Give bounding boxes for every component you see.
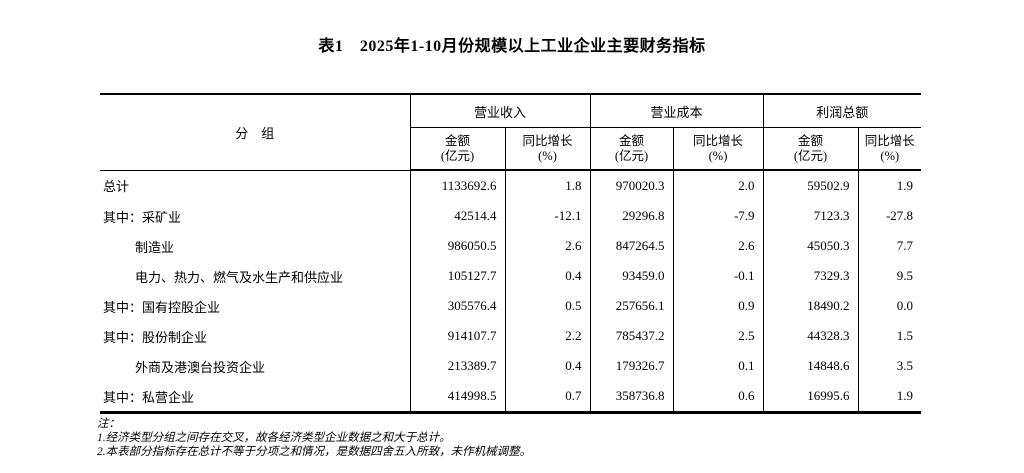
cell-revenue-growth: 0.5 <box>505 291 591 321</box>
table-header: 分 组 营业收入 营业成本 利润总额 金额 (亿元) 同比增长 (%) 金 <box>100 94 922 171</box>
cell-cost-amount: 179326.7 <box>590 351 674 381</box>
subheader-profit-amount: 金额 (亿元) <box>763 127 859 171</box>
subheader-line: 同比增长 <box>693 133 744 148</box>
subheader-line: (%) <box>708 148 728 163</box>
subheader-line: 金额 <box>798 133 824 148</box>
cell-cost-amount: 257656.1 <box>590 291 674 321</box>
cell-profit-amount: 14848.6 <box>763 351 859 381</box>
cell-profit-growth: 1.9 <box>896 178 914 193</box>
subheader-line: (亿元) <box>440 148 475 163</box>
cell-cost-amount: 970020.3 <box>590 170 674 201</box>
row-label: 其中：私营企业 <box>100 381 411 413</box>
financial-indicators-table: 分 组 营业收入 营业成本 利润总额 金额 (亿元) 同比增长 (%) 金 <box>100 93 922 414</box>
row-label: 其中：国有控股企业 <box>100 291 411 321</box>
table-row: 电力、热力、燃气及水生产和供应业 105127.7 0.4 93459.0 -0… <box>100 261 921 291</box>
row-label: 电力、热力、燃气及水生产和供应业 <box>100 261 411 291</box>
cell-profit-growth: 7.7 <box>896 238 914 253</box>
cell-cost-growth: 2.0 <box>673 170 764 201</box>
cell-revenue-growth: 2.2 <box>505 321 591 351</box>
cell-profit-amount: 59502.9 <box>763 170 859 201</box>
row-label: 其中：采矿业 <box>100 201 411 231</box>
group-header-revenue: 营业收入 <box>410 94 591 128</box>
cell-revenue-amount: 986050.5 <box>410 231 506 261</box>
group-header-profit: 利润总额 <box>763 94 922 128</box>
subheader-line: 同比增长 <box>522 133 573 148</box>
cell-cost-growth: 0.9 <box>673 291 764 321</box>
cell-profit-amount: 18490.2 <box>763 291 859 321</box>
header-sub-row: 金额 (亿元) 同比增长 (%) 金额 (亿元) 同比增长 (%) <box>100 127 922 171</box>
cell-profit-growth: 1.9 <box>896 388 914 403</box>
row-label: 制造业 <box>100 231 411 261</box>
subheader-cost-growth: 同比增长 (%) <box>673 127 764 171</box>
cell-revenue-amount: 42514.4 <box>410 201 506 231</box>
cell-profit-amount: 7329.3 <box>763 261 859 291</box>
cell-cost-amount: 785437.2 <box>590 321 674 351</box>
cell-revenue-growth: 1.8 <box>505 170 591 201</box>
note-item: 2.本表部分指标存在总计不等于分项之和情况，是数据四舍五入所致，未作机械调整。 <box>97 446 532 458</box>
subheader-revenue-amount: 金额 (亿元) <box>410 127 506 171</box>
cell-revenue-growth: -12.1 <box>505 201 591 231</box>
cell-revenue-growth: 0.4 <box>505 261 591 291</box>
table-row: 其中：采矿业 42514.4 -12.1 29296.8 -7.9 7123.3… <box>100 201 921 231</box>
cell-profit-amount: 16995.6 <box>763 381 859 413</box>
table-row: 其中：股份制企业 914107.7 2.2 785437.2 2.5 44328… <box>100 321 921 351</box>
cell-profit-growth: 1.5 <box>896 328 914 343</box>
cell-profit-growth: 9.5 <box>896 268 914 283</box>
stub-header: 分 组 <box>100 94 411 171</box>
cell-profit-amount: 7123.3 <box>763 201 859 231</box>
page-title: 表1 2025年1-10月份规模以上工业企业主要财务指标 <box>318 38 706 55</box>
table-body: 总计 1133692.6 1.8 970020.3 2.0 59502.9 1.… <box>100 170 921 413</box>
table-notes: 注： 1.经济类型分组之间存在交叉，故各经济类型企业数据之和大于总计。 2.本表… <box>97 417 1024 459</box>
cell-profit-amount: 44328.3 <box>763 321 859 351</box>
table-row: 外商及港澳台投资企业 213389.7 0.4 179326.7 0.1 148… <box>100 351 921 381</box>
cell-profit-amount: 45050.3 <box>763 231 859 261</box>
cell-revenue-growth: 0.7 <box>505 381 591 413</box>
cell-cost-growth: 0.1 <box>673 351 764 381</box>
row-label: 其中：股份制企业 <box>100 321 411 351</box>
cell-cost-growth: -7.9 <box>673 201 764 231</box>
subheader-line: (亿元) <box>793 148 828 163</box>
table-row: 其中：私营企业 414998.5 0.7 358736.8 0.6 16995.… <box>100 381 921 413</box>
cell-cost-growth: 0.6 <box>673 381 764 413</box>
subheader-cost-amount: 金额 (亿元) <box>590 127 674 171</box>
notes-label: 注： <box>97 418 120 430</box>
cell-revenue-amount: 914107.7 <box>410 321 506 351</box>
table-row: 总计 1133692.6 1.8 970020.3 2.0 59502.9 1.… <box>100 170 921 201</box>
cell-profit-growth: -27.8 <box>885 208 914 223</box>
row-label: 外商及港澳台投资企业 <box>100 351 411 381</box>
subheader-profit-growth: 同比增长 (%) <box>858 127 922 171</box>
cell-revenue-amount: 1133692.6 <box>410 170 506 201</box>
cell-cost-growth: -0.1 <box>673 261 764 291</box>
cell-cost-amount: 358736.8 <box>590 381 674 413</box>
group-header-cost: 营业成本 <box>590 94 764 128</box>
cell-profit-growth: 0.0 <box>896 298 914 313</box>
cell-cost-growth: 2.6 <box>673 231 764 261</box>
subheader-line: (亿元) <box>614 148 649 163</box>
cell-cost-amount: 93459.0 <box>590 261 674 291</box>
subheader-line: (%) <box>880 148 900 163</box>
note-item: 1.经济类型分组之间存在交叉，故各经济类型企业数据之和大于总计。 <box>97 432 451 444</box>
cell-revenue-growth: 2.6 <box>505 231 591 261</box>
subheader-line: (%) <box>538 148 557 163</box>
subheader-line: 金额 <box>619 133 645 148</box>
cell-revenue-amount: 105127.7 <box>410 261 506 291</box>
cell-cost-amount: 29296.8 <box>590 201 674 231</box>
subheader-line: 金额 <box>444 133 470 148</box>
subheader-revenue-growth: 同比增长 (%) <box>505 127 591 171</box>
financial-indicators-table-wrap: 分 组 营业收入 营业成本 利润总额 金额 (亿元) 同比增长 (%) 金 <box>100 93 922 414</box>
cell-cost-growth: 2.5 <box>673 321 764 351</box>
row-label: 总计 <box>100 170 411 201</box>
cell-revenue-amount: 213389.7 <box>410 351 506 381</box>
table-row: 其中：国有控股企业 305576.4 0.5 257656.1 0.9 1849… <box>100 291 921 321</box>
cell-profit-growth: 3.5 <box>896 358 914 373</box>
cell-revenue-amount: 414998.5 <box>410 381 506 413</box>
subheader-line: 同比增长 <box>864 133 915 148</box>
header-group-row: 分 组 营业收入 营业成本 利润总额 <box>100 94 922 171</box>
table-row: 制造业 986050.5 2.6 847264.5 2.6 45050.3 7.… <box>100 231 921 261</box>
cell-revenue-growth: 0.4 <box>505 351 591 381</box>
cell-revenue-amount: 305576.4 <box>410 291 506 321</box>
cell-cost-amount: 847264.5 <box>590 231 674 261</box>
